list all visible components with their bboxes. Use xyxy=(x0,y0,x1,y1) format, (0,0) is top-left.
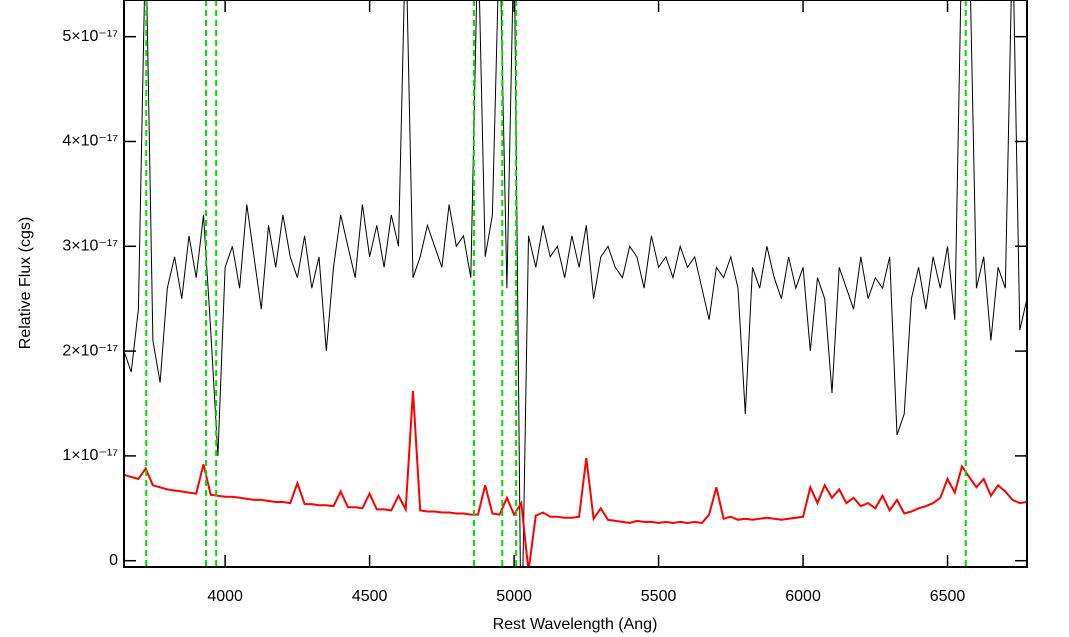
x-tick-label: 6500 xyxy=(930,588,966,605)
y-axis-label: Relative Flux (cgs) xyxy=(17,217,34,349)
y-tick-label: 3×10⁻¹⁷ xyxy=(62,238,118,255)
x-tick-label: 6000 xyxy=(785,588,821,605)
x-axis-label: Rest Wavelength (Ang) xyxy=(493,616,658,633)
y-tick-label: 5×10⁻¹⁷ xyxy=(62,28,118,45)
y-tick-label: 2×10⁻¹⁷ xyxy=(62,342,118,359)
y-tick-label: 0 xyxy=(109,552,118,569)
x-tick-label: 5000 xyxy=(496,588,532,605)
spectrum-line xyxy=(124,390,1027,567)
x-tick-label: 5500 xyxy=(641,588,677,605)
axes-frame xyxy=(123,0,1028,568)
y-tick-label: 4×10⁻¹⁷ xyxy=(62,133,118,150)
x-tick-label: 4000 xyxy=(207,588,243,605)
y-tick-label: 1×10⁻¹⁷ xyxy=(62,447,118,464)
plot-area xyxy=(124,0,1027,567)
spectrum-line xyxy=(124,0,1027,567)
x-tick-label: 4500 xyxy=(352,588,388,605)
